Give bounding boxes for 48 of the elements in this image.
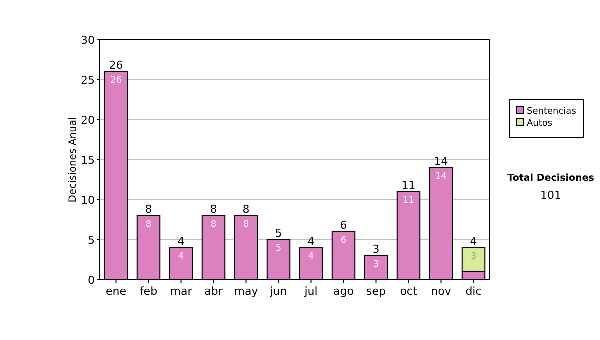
y-tick-label: 5 [88, 234, 95, 247]
data-label: 3 [373, 260, 380, 270]
total-label: 4 [308, 235, 315, 248]
y-tick-label: 25 [81, 74, 95, 87]
x-tick-label: dic [466, 285, 482, 298]
data-label: 8 [146, 220, 152, 230]
x-tick-label: jul [304, 285, 318, 298]
x-tick-label: ago [334, 285, 354, 298]
data-label: 4 [308, 252, 314, 262]
x-tick-label: abr [204, 285, 224, 298]
total-label: 8 [242, 203, 250, 216]
total-label: 11 [402, 179, 416, 192]
data-label: 11 [403, 196, 414, 206]
total-label: 4 [178, 235, 185, 248]
y-tick-label: 15 [81, 154, 95, 167]
text: Total Decisiones [508, 173, 595, 184]
data-label: 5 [276, 244, 282, 254]
total-label: 3 [372, 243, 380, 256]
total-label: 8 [145, 203, 152, 216]
total-label: 14 [434, 155, 448, 168]
total-label: 26 [109, 59, 124, 72]
x-tick-label: may [234, 285, 259, 298]
text: 101 [540, 189, 562, 202]
data-label: 4 [178, 252, 184, 262]
legend-label: Autos [527, 119, 553, 129]
legend-label: Sentencias [527, 107, 577, 117]
total-label: 4 [470, 235, 478, 248]
x-tick-label: mar [170, 285, 193, 298]
y-tick-label: 30 [81, 34, 95, 47]
data-label: 14 [436, 172, 448, 182]
data-label: 8 [210, 220, 217, 230]
total-label: 8 [210, 203, 218, 216]
y-tick-label: 0 [88, 274, 95, 287]
data-label: 26 [110, 76, 122, 86]
x-tick-label: sep [366, 285, 386, 298]
y-axis-title: Decisiones Anual [68, 117, 79, 203]
x-tick-label: ene [106, 285, 127, 298]
y-tick-label: 20 [81, 114, 95, 127]
x-tick-label: feb [140, 285, 158, 298]
x-tick-label: nov [431, 285, 452, 298]
data-label: 6 [340, 236, 347, 246]
data-label: 8 [243, 220, 250, 230]
data-label: 3 [470, 252, 477, 262]
total-label: 5 [275, 227, 282, 240]
x-tick-label: oct [400, 285, 418, 298]
total-label: 6 [340, 219, 348, 232]
x-tick-label: jun [269, 285, 288, 298]
y-tick-label: 10 [81, 194, 95, 207]
